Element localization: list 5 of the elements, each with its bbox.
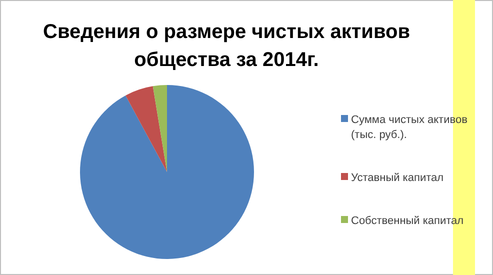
pie-slice [152,85,167,172]
legend-label: Уставный капитал [351,172,444,184]
chart-title: Сведения о размере чистых активов общества за 2014г. [43,21,410,71]
pie-slice [126,86,167,172]
pie-slice [80,85,254,259]
